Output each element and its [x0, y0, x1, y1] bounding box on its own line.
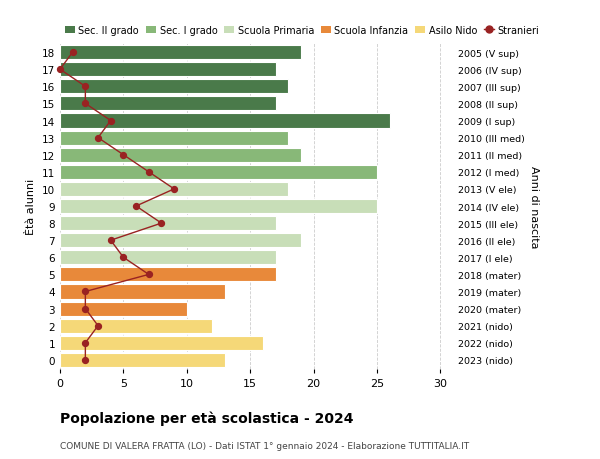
Bar — [60, 80, 288, 94]
Bar — [60, 353, 225, 367]
Bar — [60, 165, 377, 179]
Point — [169, 186, 179, 193]
Bar — [60, 319, 212, 333]
Point — [80, 101, 90, 108]
Point — [80, 288, 90, 296]
Point — [119, 254, 128, 262]
Y-axis label: Anni di nascita: Anni di nascita — [529, 165, 539, 248]
Point — [93, 134, 103, 142]
Point — [80, 84, 90, 91]
Y-axis label: Ètà alunni: Ètà alunni — [26, 179, 37, 235]
Bar — [60, 114, 389, 128]
Point — [80, 305, 90, 313]
Bar — [60, 97, 275, 111]
Bar — [60, 234, 301, 248]
Point — [157, 220, 166, 227]
Bar — [60, 217, 275, 230]
Bar — [60, 251, 275, 265]
Bar — [60, 336, 263, 350]
Legend: Sec. II grado, Sec. I grado, Scuola Primaria, Scuola Infanzia, Asilo Nido, Stran: Sec. II grado, Sec. I grado, Scuola Prim… — [65, 26, 539, 35]
Point — [131, 203, 141, 210]
Bar — [60, 268, 275, 282]
Bar — [60, 285, 225, 299]
Point — [106, 237, 116, 244]
Point — [106, 118, 116, 125]
Point — [144, 169, 154, 176]
Bar — [60, 183, 288, 196]
Point — [93, 322, 103, 330]
Bar — [60, 200, 377, 213]
Bar — [60, 302, 187, 316]
Bar — [60, 131, 288, 146]
Bar — [60, 46, 301, 60]
Text: COMUNE DI VALERA FRATTA (LO) - Dati ISTAT 1° gennaio 2024 - Elaborazione TUTTITA: COMUNE DI VALERA FRATTA (LO) - Dati ISTA… — [60, 441, 469, 450]
Point — [55, 67, 65, 74]
Bar — [60, 148, 301, 162]
Text: Popolazione per età scolastica - 2024: Popolazione per età scolastica - 2024 — [60, 411, 353, 425]
Point — [80, 339, 90, 347]
Point — [144, 271, 154, 279]
Point — [80, 357, 90, 364]
Bar — [60, 63, 275, 77]
Point — [68, 49, 77, 56]
Point — [119, 151, 128, 159]
